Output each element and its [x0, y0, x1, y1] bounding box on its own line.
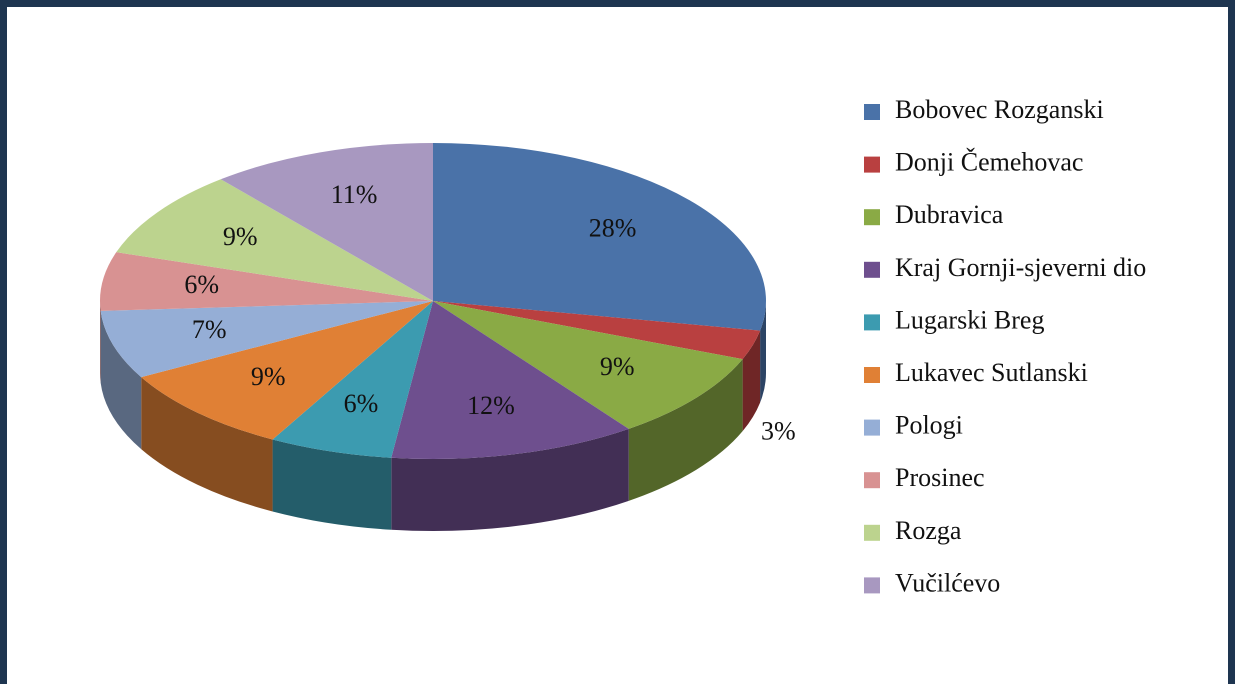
slice	[100, 252, 433, 311]
data-label: 6%	[184, 270, 219, 299]
slice-side	[760, 301, 766, 403]
legend-label: Lukavec Sutlanski	[895, 358, 1088, 387]
data-label: 7%	[192, 315, 227, 344]
data-label: 9%	[251, 362, 286, 391]
legend-label: Donji Čemehovac	[895, 148, 1083, 177]
legend-swatch	[864, 156, 880, 173]
data-label: 3%	[761, 416, 796, 445]
legend-swatch	[864, 472, 880, 489]
data-label: 9%	[223, 222, 258, 251]
legend-label: Lugarski Breg	[895, 305, 1044, 334]
slice	[433, 143, 766, 331]
legend-label: Kraj Gornji-sjeverni dio	[895, 253, 1146, 282]
legend-label: Pologi	[895, 411, 963, 440]
legend-label: Bobovec Rozganski	[895, 95, 1104, 124]
slice-side	[391, 428, 629, 531]
slice-side	[100, 310, 142, 450]
slice	[141, 301, 433, 440]
legend-swatch	[864, 367, 880, 383]
slice	[220, 143, 433, 301]
data-label: 9%	[600, 352, 635, 381]
data-label: 6%	[344, 389, 379, 418]
legend-swatch	[864, 261, 880, 278]
slice	[272, 301, 433, 458]
slice	[433, 301, 761, 360]
data-label: 12%	[467, 391, 515, 420]
slice-side	[272, 439, 392, 530]
legend-label: Prosinec	[895, 463, 985, 492]
legend-label: Dubravica	[895, 200, 1004, 229]
slice	[391, 301, 629, 459]
slice-side	[742, 330, 761, 432]
legend-swatch	[864, 314, 880, 331]
slice	[100, 301, 433, 378]
legend-swatch	[864, 524, 880, 541]
legend-label: Rozga	[895, 516, 962, 545]
legend-swatch	[864, 104, 880, 120]
slice-side	[628, 359, 743, 501]
slice-side	[141, 377, 273, 512]
legend-swatch	[864, 209, 880, 226]
slice-side	[100, 301, 101, 383]
data-label: 11%	[331, 180, 378, 209]
legend-swatch	[864, 419, 880, 436]
data-label: 28%	[589, 213, 637, 242]
slice	[116, 179, 433, 301]
legend-label: Vučilćevo	[895, 568, 1000, 597]
slice	[433, 301, 743, 429]
legend-swatch	[864, 577, 880, 594]
